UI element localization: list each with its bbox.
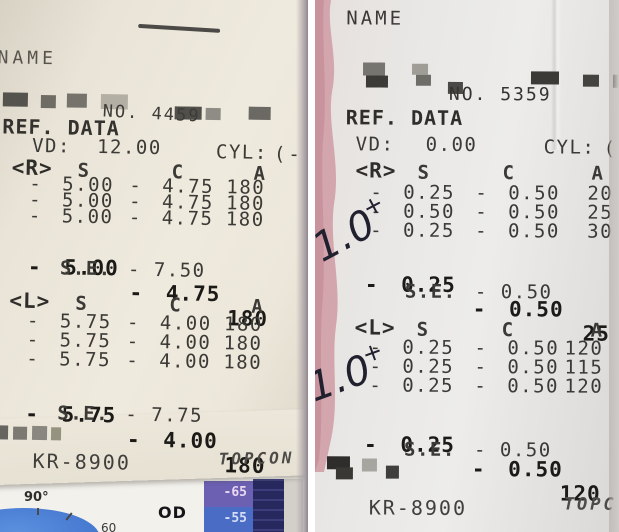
measurement-row: - 5.75 - 4.00 180: [0, 347, 306, 374]
censor-block: [248, 106, 271, 121]
se-value: - 7.50: [127, 258, 206, 282]
censor-block: [31, 425, 48, 441]
left-eye-final-row: - 0.25 - 0.50 120: [315, 408, 618, 505]
device-model: KR-8900: [32, 448, 132, 475]
col-header-a: A: [591, 162, 604, 185]
map-od-label: OD: [158, 503, 187, 522]
measurement-cell-a: 180: [223, 351, 263, 374]
measurement-cell-a: 120: [564, 375, 604, 398]
ref-data-label: REF. DATA: [345, 105, 464, 130]
censor-block: [530, 71, 560, 85]
se-value: - 0.50: [473, 439, 552, 462]
photo-right-receipt: NAME NO. 5359 REF. DATA VD: 0.00 CYL: (-…: [315, 0, 619, 532]
se-label: S.E.: [403, 438, 456, 461]
censor-block: [415, 74, 432, 86]
measurement-cell-s: - 5.75: [26, 347, 112, 372]
censor-block: [582, 74, 600, 87]
map-tick: [37, 508, 39, 515]
left-eye-final-row: - 5.75 - 4.00 180: [0, 377, 306, 478]
se-value: - 0.50: [474, 281, 553, 304]
map-legend-minus65: -65: [204, 481, 253, 507]
measurement-cell-c: - 0.50: [474, 375, 560, 398]
measurement-cell-c: - 4.75: [128, 206, 214, 231]
paper-right-edge: [609, 0, 619, 532]
censor-block: [205, 107, 221, 121]
censor-block: [412, 63, 429, 75]
censor-block: [335, 467, 353, 480]
map-angle-60: 60: [101, 521, 117, 532]
se-label: S.E.: [59, 257, 112, 281]
se-value: - 7.75: [125, 403, 204, 427]
cyl-label: CYL:: [215, 141, 268, 164]
measurement-cell-s: - 5.00: [28, 204, 114, 229]
censor-block: [50, 427, 62, 441]
censor-block: [385, 465, 399, 479]
name-label: NAME: [346, 7, 405, 30]
col-header-s: S: [417, 161, 430, 184]
se-label: S.E.: [57, 402, 110, 426]
map-legend-minus55: -55: [204, 507, 253, 532]
measurement-cell-a: 180: [225, 208, 265, 231]
censor-block: [2, 92, 29, 107]
device-model: KR-8900: [368, 495, 468, 521]
photo-left-receipt: 90° 60 OD -65 -55 NAME NO. 4459 REF. DAT…: [0, 0, 308, 532]
col-header-c: C: [502, 162, 515, 185]
receipt-paper: [315, 0, 619, 532]
receipt-paper: [0, 0, 308, 476]
torn-pink-edge: [315, 0, 338, 472]
left-receipt-text: NAME NO. 4459 REF. DATA VD: 12.00 CYL: (…: [0, 0, 308, 532]
brand-logo: TOPCON: [218, 448, 295, 469]
map-scale-column: [253, 479, 284, 532]
photo-edge: [296, 0, 308, 532]
name-label: NAME: [0, 47, 58, 70]
map-angle-90: 90°: [24, 490, 49, 505]
censor-block: [361, 458, 377, 472]
cyl-label: CYL:: [543, 136, 596, 159]
censor-block: [12, 426, 28, 440]
left-eye-rows: - 0.25- 0.50 120- 0.25- 0.50 115- 0.25- 0.…: [316, 0, 619, 397]
vd-label: VD:: [31, 134, 72, 158]
vd-value: 0.00: [425, 133, 478, 157]
vd-label: VD:: [355, 133, 395, 156]
censor-block: [0, 425, 9, 440]
vd-value: 12.00: [96, 135, 162, 160]
pen-mark: [138, 23, 221, 33]
receipt-number: NO. 5359: [448, 83, 552, 106]
right-eye-final-row: - 5.00 - 4.75 180: [0, 230, 308, 331]
censor-block: [66, 93, 87, 108]
corneal-map-underlay: 90° 60 OD -65 -55: [0, 474, 303, 532]
right-receipt-text: NAME NO. 5359 REF. DATA VD: 0.00 CYL: (-…: [315, 0, 619, 532]
measurement-cell-c: - 0.50: [475, 220, 560, 243]
se-label: S.E.: [404, 280, 457, 303]
right-eye-label: <R>: [355, 158, 397, 183]
measurement-row: - 5.00 - 4.75 180: [1, 204, 308, 231]
measurement-cell-c: - 4.00: [126, 349, 212, 374]
censor-block: [362, 62, 386, 76]
final-cylinder: - 4.00: [126, 427, 219, 454]
censor-block: [365, 75, 388, 88]
right-eye-rows: - 0.25- 0.50 20- 0.50- 0.50 25- 0.25- 0.50…: [316, 0, 619, 242]
censor-block: [40, 95, 56, 109]
